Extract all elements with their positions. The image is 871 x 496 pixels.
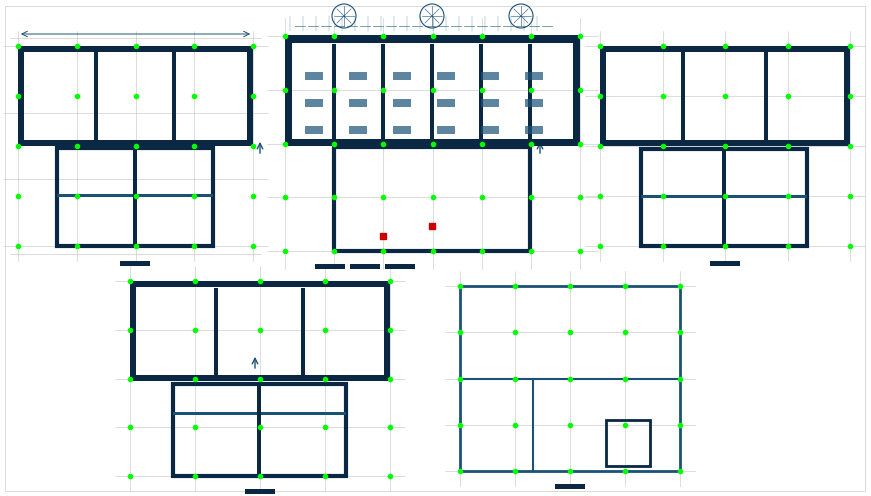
Bar: [430, 44, 434, 144]
Bar: [285, 139, 580, 146]
Bar: [764, 52, 768, 146]
Bar: [173, 384, 346, 476]
Bar: [214, 288, 218, 381]
Bar: [600, 140, 850, 146]
Bar: [460, 286, 680, 471]
Bar: [18, 46, 253, 52]
Bar: [600, 46, 850, 52]
Bar: [481, 99, 499, 107]
Bar: [525, 99, 543, 107]
Bar: [18, 46, 24, 146]
Bar: [600, 46, 606, 146]
Bar: [385, 264, 415, 269]
Bar: [349, 99, 367, 107]
Bar: [172, 52, 176, 146]
Bar: [481, 72, 499, 80]
Bar: [305, 72, 323, 80]
Bar: [393, 99, 411, 107]
Bar: [57, 148, 213, 246]
Bar: [334, 147, 530, 251]
Bar: [120, 261, 150, 266]
Bar: [18, 140, 253, 146]
Bar: [641, 195, 807, 198]
Bar: [573, 37, 580, 144]
Bar: [133, 148, 137, 246]
Bar: [245, 489, 275, 494]
Bar: [305, 99, 323, 107]
Bar: [247, 46, 253, 146]
Bar: [437, 126, 455, 134]
Bar: [257, 384, 261, 476]
Bar: [681, 52, 685, 146]
Bar: [393, 126, 411, 134]
Bar: [528, 44, 532, 144]
Bar: [332, 44, 336, 144]
Bar: [130, 375, 390, 381]
Bar: [710, 261, 740, 266]
Bar: [285, 37, 292, 144]
Bar: [384, 282, 390, 379]
Bar: [393, 72, 411, 80]
Bar: [94, 52, 98, 146]
Bar: [525, 126, 543, 134]
Bar: [555, 484, 585, 489]
Bar: [301, 288, 305, 381]
Bar: [525, 72, 543, 80]
Bar: [285, 35, 580, 43]
Bar: [130, 282, 136, 379]
Bar: [722, 149, 726, 246]
Bar: [844, 46, 850, 146]
Bar: [305, 126, 323, 134]
Bar: [315, 264, 345, 269]
Bar: [349, 126, 367, 134]
Bar: [479, 44, 483, 144]
Bar: [481, 126, 499, 134]
Bar: [381, 44, 385, 144]
Bar: [641, 149, 807, 246]
Bar: [349, 72, 367, 80]
Bar: [437, 72, 455, 80]
Bar: [57, 194, 213, 197]
Bar: [606, 420, 650, 466]
Bar: [437, 99, 455, 107]
Bar: [130, 281, 390, 287]
Bar: [173, 412, 346, 415]
Bar: [350, 264, 380, 269]
